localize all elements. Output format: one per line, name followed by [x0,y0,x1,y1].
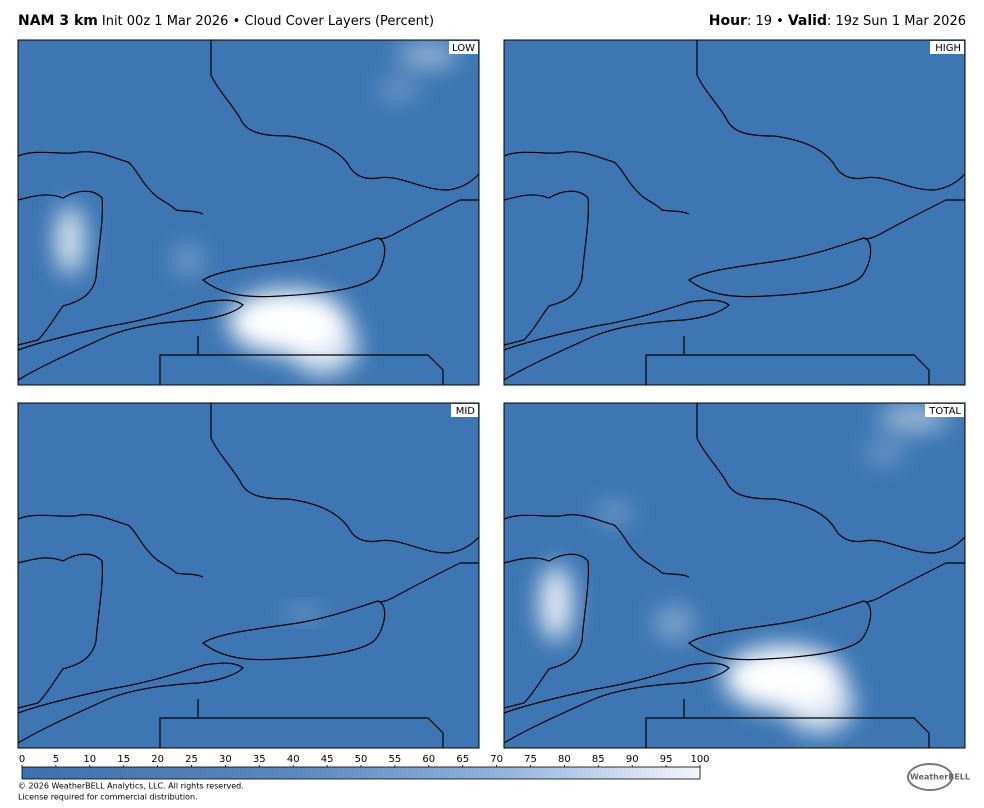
copyright: © 2026 WeatherBELL Analytics, LLC. All r… [18,782,244,791]
panel-label: LOW [452,43,475,54]
panel-map [504,40,965,385]
colorbar-tick-label: 30 [219,754,232,765]
logo-swirl [907,763,953,791]
colorbar-tick-label: 80 [558,754,571,765]
colorbar-tick-label: 35 [253,754,266,765]
colorbar-tick-label: 0 [19,754,25,765]
panel-frame [17,402,480,749]
title-left: NAM 3 km Init 00z 1 Mar 2026 • Cloud Cove… [18,13,434,29]
colorbar-tick-label: 50 [355,754,368,765]
model: NAM 3 km [18,13,98,29]
colorbar-tick-label: 15 [117,754,130,765]
colorbar-tick-label: 70 [490,754,503,765]
panel-label: MID [456,406,476,417]
panel: TOTAL [503,402,966,749]
colorbar-tick-label: 95 [660,754,673,765]
panel-map [504,403,965,748]
colorbar-tick-label: 75 [524,754,537,765]
map-background [18,403,479,748]
label-box [451,404,478,417]
colorbar-tick-label: 90 [626,754,639,765]
logo-text: WeatherBELL [910,773,970,782]
panel-label: TOTAL [928,406,961,417]
colorbar-tick-label: 25 [185,754,198,765]
map-background [504,40,965,385]
panel: MID [17,402,480,749]
colorbar-tick-label: 85 [592,754,605,765]
cloud [864,443,904,463]
cloud [398,43,458,67]
panel-frame [17,39,480,386]
colorbar-tick-label: 60 [422,754,435,765]
cloud [283,605,323,621]
cloud [540,565,572,641]
panel: LOW [17,39,480,386]
clouds [56,43,458,375]
cloud [173,245,203,275]
cloud [288,315,358,375]
cloud [654,605,694,641]
cloud [378,80,418,100]
label-box [449,41,478,54]
hour-label: Hour [709,13,747,29]
hour-value: : 19 • [747,14,784,29]
colorbar-tick-label: 5 [53,754,59,765]
panel-label: HIGH [935,43,961,54]
colorbar-tick-label: 100 [690,754,709,765]
cloud [56,205,84,275]
valid-label: Valid [788,13,827,29]
cloud [784,673,854,733]
valid-value: : 19z Sun 1 Mar 2026 [827,14,966,29]
colorbar-tick-label: 45 [321,754,334,765]
colorbar: 0 5 10 15 20 25 30 35 40 45 50 55 60 65 70 75 80 85 90 95 10… [19,754,710,780]
panel-map [18,40,479,385]
clouds [283,605,323,621]
colorbar-tick-label: 65 [456,754,469,765]
colorbar-ramp [21,766,701,780]
panel-frame [503,402,966,749]
panel-map [18,403,479,748]
license: License required for commercial distribu… [18,793,198,802]
title-right: Hour: 19 • Valid: 19z Sun 1 Mar 2026 [709,13,966,29]
colorbar-tick-label: 55 [389,754,402,765]
panel: HIGH [503,39,966,386]
label-box [925,404,964,417]
subtitle: Init 00z 1 Mar 2026 • Cloud Cover Layers… [102,14,434,29]
colorbar-tick-label: 20 [151,754,164,765]
cloud [594,503,634,523]
colorbar-tick-label: 10 [83,754,96,765]
label-box [930,41,964,54]
logo: WeatherBELL [907,763,970,791]
colorbar-tick-label: 40 [287,754,300,765]
panel-frame [503,39,966,386]
